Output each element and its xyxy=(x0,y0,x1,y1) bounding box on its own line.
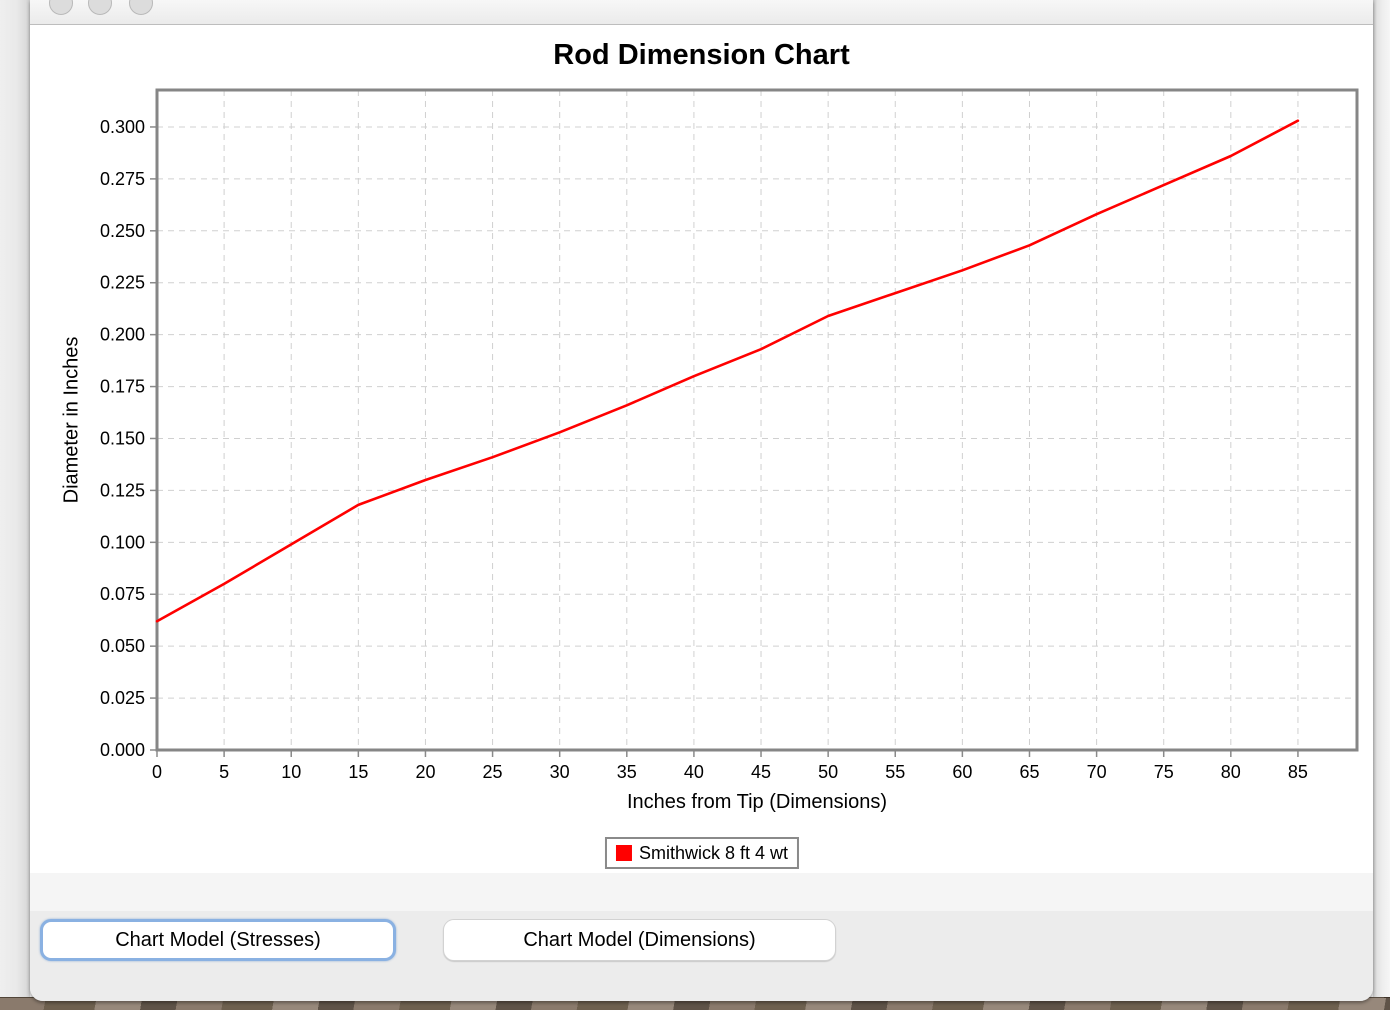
y-axis-title: Diameter in Inches xyxy=(60,336,83,504)
svg-text:75: 75 xyxy=(1154,762,1174,782)
svg-text:45: 45 xyxy=(751,762,771,782)
svg-text:15: 15 xyxy=(348,762,368,782)
close-button-icon[interactable] xyxy=(49,0,73,15)
chart-model-dimensions-button[interactable]: Chart Model (Dimensions) xyxy=(443,919,836,961)
svg-text:0.150: 0.150 xyxy=(100,428,145,448)
svg-text:0.025: 0.025 xyxy=(100,688,145,708)
svg-text:0.225: 0.225 xyxy=(100,273,145,293)
svg-text:0: 0 xyxy=(152,762,162,782)
svg-text:0.050: 0.050 xyxy=(100,636,145,656)
desktop-left-strip xyxy=(0,0,30,1000)
legend-swatch-icon xyxy=(615,845,632,861)
svg-text:0.100: 0.100 xyxy=(100,532,145,552)
zoom-button-icon[interactable] xyxy=(129,0,153,15)
legend-label: Smithwick 8 ft 4 wt xyxy=(638,843,789,863)
svg-text:35: 35 xyxy=(617,762,637,782)
x-axis-title: Inches from Tip (Dimensions) xyxy=(626,791,888,813)
svg-text:25: 25 xyxy=(483,762,503,782)
svg-text:0.200: 0.200 xyxy=(100,325,145,345)
svg-text:65: 65 xyxy=(1019,762,1039,782)
plot-area: 0 5 10 15 20 25 30 35 40 45 50 55 60 65 70 75 80 85 0.000 0… xyxy=(100,88,1359,782)
window-titlebar[interactable] xyxy=(30,0,1373,25)
svg-text:0.300: 0.300 xyxy=(100,117,145,137)
chart-panel: Rod Dimension Chart 0 5 10 15 20 25 30 35 40 45 50… xyxy=(30,25,1373,873)
legend: Smithwick 8 ft 4 wt xyxy=(604,837,800,869)
svg-text:0.250: 0.250 xyxy=(100,221,145,241)
minimize-button-icon[interactable] xyxy=(88,0,112,15)
svg-text:40: 40 xyxy=(684,762,704,782)
svg-text:80: 80 xyxy=(1221,762,1241,782)
chart-title: Rod Dimension Chart xyxy=(553,39,850,71)
svg-text:0.075: 0.075 xyxy=(100,584,145,604)
panel-divider-band xyxy=(30,873,1373,911)
svg-text:70: 70 xyxy=(1087,762,1107,782)
svg-text:60: 60 xyxy=(952,762,972,782)
svg-text:55: 55 xyxy=(885,762,905,782)
window-bottom-area: Chart Model (Stresses) Chart Model (Dime… xyxy=(30,873,1373,1001)
svg-text:5: 5 xyxy=(219,762,229,782)
svg-text:85: 85 xyxy=(1288,762,1308,782)
svg-text:30: 30 xyxy=(550,762,570,782)
svg-text:50: 50 xyxy=(818,762,838,782)
svg-text:0.275: 0.275 xyxy=(100,169,145,189)
svg-text:0.125: 0.125 xyxy=(100,480,145,500)
svg-text:10: 10 xyxy=(281,762,301,782)
svg-text:20: 20 xyxy=(415,762,435,782)
window-right-edge xyxy=(1373,0,1390,1000)
svg-text:0.000: 0.000 xyxy=(100,740,145,760)
chart-model-stresses-button[interactable]: Chart Model (Stresses) xyxy=(40,919,396,961)
app-window: Rod Dimension Chart 0 5 10 15 20 25 30 35 40 45 50… xyxy=(30,0,1373,1001)
svg-text:0.175: 0.175 xyxy=(100,377,145,397)
